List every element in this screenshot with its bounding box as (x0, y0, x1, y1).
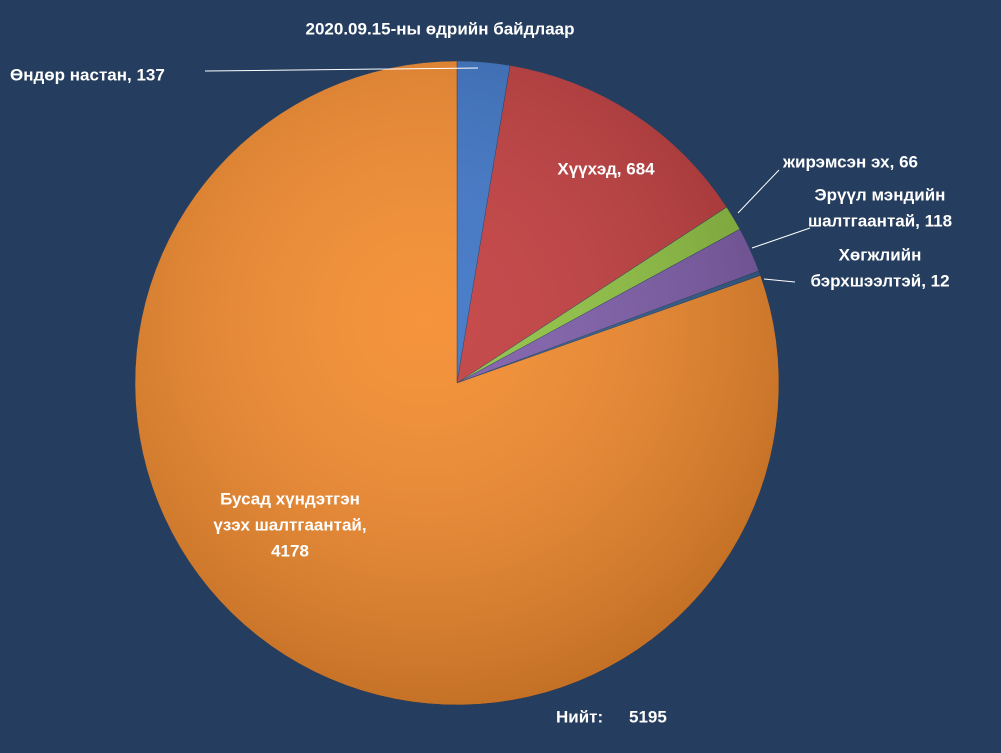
leader-line (763, 278, 796, 283)
data-label: Хүүхэд, 684 (557, 159, 655, 178)
leader-line (751, 227, 811, 249)
total-value: 5195 (629, 707, 667, 726)
leader-line (204, 67, 479, 72)
leader-line (737, 169, 780, 214)
data-label: Өндөр настан, 137 (10, 65, 165, 84)
total-label: Нийт: (556, 707, 603, 726)
data-label: Хөгжлийн (839, 245, 922, 264)
data-label: үзэх шалтгаантай, (213, 515, 366, 534)
chart-title: 2020.09.15-ны өдрийн байдлаар (306, 19, 575, 38)
data-label: 4178 (271, 541, 309, 560)
data-label: бэрхшээлтэй, 12 (810, 271, 949, 290)
data-label: шалтгаантай, 118 (808, 211, 952, 230)
data-label: Эрүүл мэндийн (815, 185, 946, 204)
data-label: жирэмсэн эх, 66 (782, 152, 918, 171)
data-label: Бусад хүндэтгэн (220, 489, 360, 508)
